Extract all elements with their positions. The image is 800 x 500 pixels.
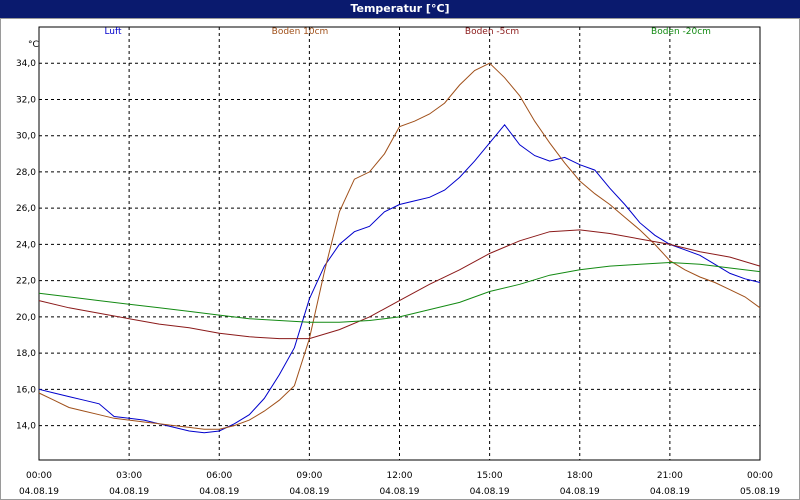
- grid: [39, 27, 760, 460]
- x-tick-date: 05.08.19: [740, 487, 780, 497]
- legend-entry: Boden -5cm: [465, 27, 519, 37]
- series-line-4: [38, 261, 761, 323]
- legend-entry: Boden -20cm: [651, 27, 711, 37]
- x-tick-date: 04.08.19: [650, 487, 690, 497]
- y-tick-label: 14,0: [16, 422, 36, 432]
- y-tick-label: 24,0: [16, 240, 36, 250]
- x-tick-time: 00:00: [26, 471, 52, 481]
- y-axis-ticks: 14,0 16,0 18,0 20,0 22,0 24,0 26,0 28,0 30,0 32,0…: [16, 59, 36, 431]
- legend-entry: Boden 10cm: [272, 27, 329, 37]
- chart-title: Temperatur [°C]: [0, 0, 800, 18]
- x-tick-date: 04.08.19: [199, 487, 239, 497]
- x-tick-date: 04.08.19: [470, 487, 510, 497]
- y-tick-label: 18,0: [16, 349, 36, 359]
- legend-entry: Luft: [104, 27, 122, 37]
- x-tick-time: 06:00: [206, 471, 232, 481]
- x-tick-time: 12:00: [387, 471, 413, 481]
- x-axis-ticks: 00:00 04.08.19 03:00 04.08.19 06:00 04.08.19 0…: [19, 471, 780, 497]
- y-axis-label: °C: [28, 40, 39, 50]
- y-tick-label: 30,0: [16, 132, 36, 142]
- plot-area: [38, 26, 761, 461]
- legend: Luft Boden 10cm Boden -5cm Boden -20cm: [104, 27, 711, 37]
- x-tick-date: 04.08.19: [19, 487, 59, 497]
- y-tick-label: 32,0: [16, 95, 36, 105]
- y-tick-label: 20,0: [16, 313, 36, 323]
- y-tick-label: 28,0: [16, 168, 36, 178]
- x-tick-time: 18:00: [567, 471, 593, 481]
- x-tick-date: 04.08.19: [379, 487, 419, 497]
- series-line-3: [38, 229, 761, 340]
- x-tick-date: 04.08.19: [289, 487, 329, 497]
- x-tick-date: 04.08.19: [109, 487, 149, 497]
- x-tick-time: 09:00: [296, 471, 322, 481]
- series-lines: [38, 62, 761, 434]
- series-line-2: [38, 62, 761, 430]
- x-tick-time: 03:00: [116, 471, 142, 481]
- y-tick-label: 34,0: [16, 59, 36, 69]
- y-tick-label: 26,0: [16, 204, 36, 214]
- y-tick-label: 22,0: [16, 277, 36, 287]
- x-tick-time: 21:00: [657, 471, 683, 481]
- x-tick-time: 15:00: [477, 471, 503, 481]
- y-tick-label: 16,0: [16, 385, 36, 395]
- x-tick-date: 04.08.19: [560, 487, 600, 497]
- x-tick-time: 00:00: [747, 471, 773, 481]
